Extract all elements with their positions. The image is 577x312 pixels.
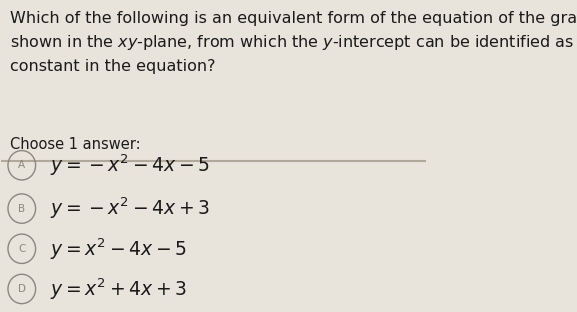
Text: C: C xyxy=(18,244,25,254)
Text: B: B xyxy=(18,203,25,214)
Text: D: D xyxy=(18,284,26,294)
Text: $y = -x^2 - 4x - 5$: $y = -x^2 - 4x - 5$ xyxy=(50,153,210,178)
Text: Choose 1 answer:: Choose 1 answer: xyxy=(10,138,141,153)
Text: A: A xyxy=(18,160,25,170)
Text: $y = -x^2 - 4x + 3$: $y = -x^2 - 4x + 3$ xyxy=(50,196,210,221)
Text: $y = x^2 - 4x - 5$: $y = x^2 - 4x - 5$ xyxy=(50,236,187,261)
Text: Which of the following is an equivalent form of the equation of the graph
shown : Which of the following is an equivalent … xyxy=(10,11,577,74)
Text: $y = x^2 + 4x + 3$: $y = x^2 + 4x + 3$ xyxy=(50,276,187,302)
